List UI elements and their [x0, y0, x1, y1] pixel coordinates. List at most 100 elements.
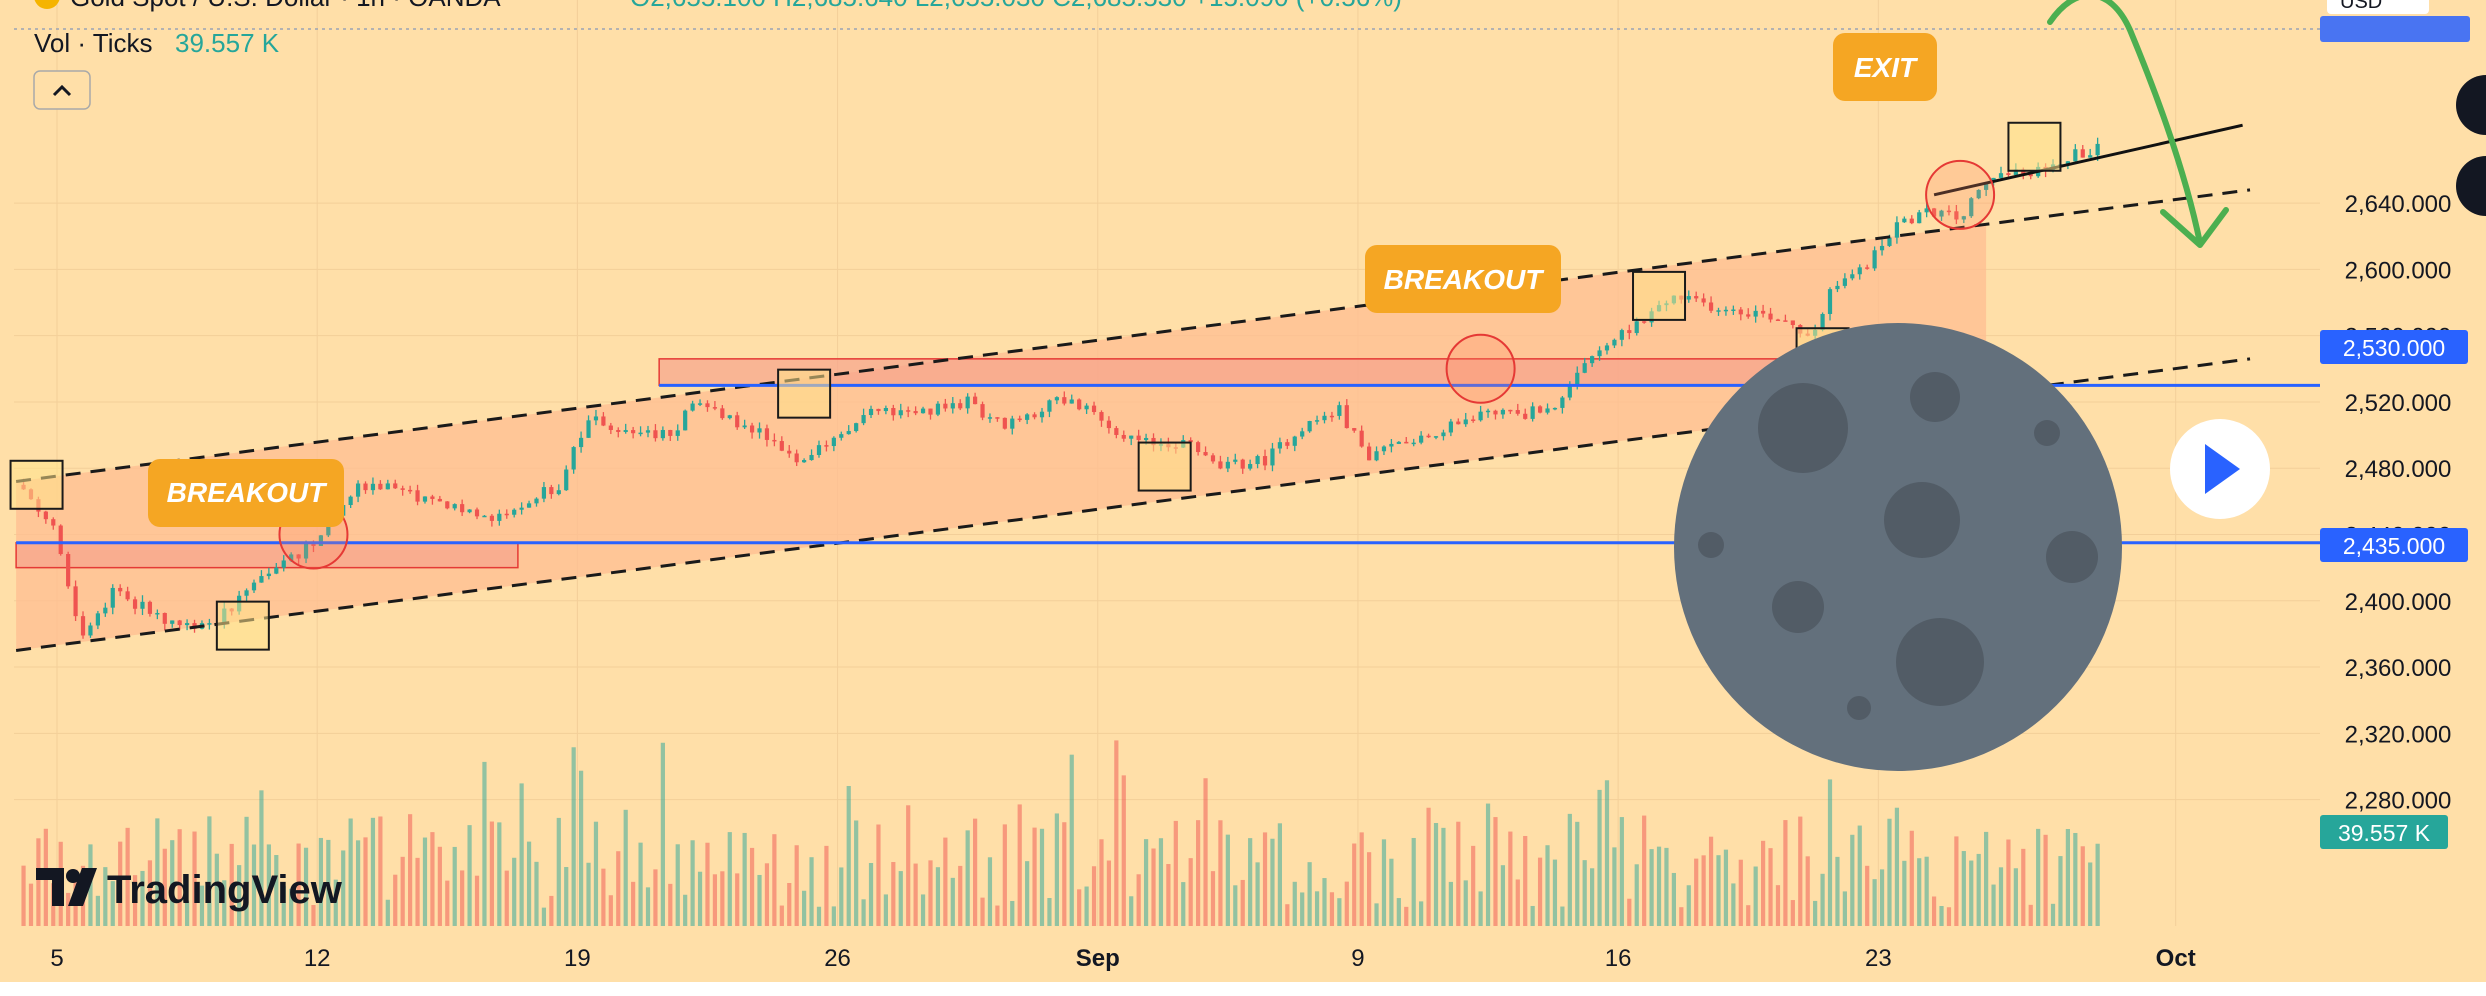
trendline[interactable]	[1933, 123, 2243, 197]
volume-bar	[668, 883, 673, 926]
volume-bar	[906, 805, 911, 926]
play-button[interactable]	[2170, 419, 2270, 519]
candle-body	[2028, 174, 2033, 177]
candle-body	[125, 591, 130, 600]
volume-bar	[623, 809, 628, 926]
candle-body	[1723, 309, 1729, 312]
volume-bar	[571, 747, 576, 926]
volume-bar	[2065, 829, 2070, 926]
volume-bar	[779, 905, 784, 926]
breakout-badge-right[interactable]: BREAKOUT	[1365, 245, 1561, 313]
candle-body	[1582, 363, 1587, 373]
volume-bar	[1359, 832, 1364, 926]
volume-bar	[1069, 754, 1074, 926]
volume-bar	[1790, 900, 1795, 926]
candle-body	[289, 554, 294, 561]
candle-body	[445, 501, 450, 509]
volume-bar	[497, 822, 502, 926]
candle-body	[274, 567, 279, 574]
channel-upper-line[interactable]	[15, 188, 2251, 483]
volume-bar	[1292, 881, 1297, 926]
volume-bar	[1835, 856, 1840, 926]
volume-bar	[363, 837, 368, 926]
candle-body	[787, 450, 792, 454]
candle-body	[1969, 198, 1974, 217]
exit-badge[interactable]: EXIT	[1833, 33, 1937, 101]
volume-axis-badge: 39.557 K	[2320, 815, 2448, 849]
candle-body	[1262, 456, 1268, 466]
side-button-top[interactable]	[2456, 75, 2486, 135]
volume-bar	[400, 856, 405, 926]
volume-bar	[1047, 898, 1052, 926]
candle-body	[1560, 397, 1565, 408]
volume-bar	[1381, 839, 1387, 926]
candle-body	[831, 437, 836, 447]
candle-body	[1359, 430, 1364, 447]
candle-body	[1456, 421, 1461, 425]
volume-bar	[2058, 856, 2063, 926]
time-tick-4: Sep	[1076, 945, 1120, 972]
volume-bar	[1939, 906, 1944, 926]
volume-bar	[809, 857, 814, 926]
chart-bottom-band	[0, 982, 2486, 996]
candle-body	[1701, 298, 1706, 303]
volume-bar	[1508, 831, 1513, 926]
candle-body	[147, 601, 153, 614]
volume-bar	[422, 837, 428, 926]
candle-body	[1017, 418, 1022, 421]
volume-bar	[1656, 846, 1662, 926]
candle-body	[1642, 321, 1647, 323]
symbol-title: Gold Spot / U.S. Dollar · 1h · OANDA	[70, 0, 501, 12]
volume-bar	[1017, 804, 1022, 926]
breakout-badge-left[interactable]: BREAKOUT	[148, 459, 344, 527]
volume-bar	[1679, 907, 1684, 926]
candle-body	[512, 509, 517, 515]
candle-body	[162, 612, 167, 624]
volume-bar	[2050, 903, 2056, 926]
volume-bar	[452, 846, 457, 926]
symbol-header[interactable]: Gold Spot / U.S. Dollar · 1h · OANDA O2,…	[34, 0, 1402, 12]
time-axis[interactable]: 5 12 19 26 Sep 9 16 23 Oct	[50, 945, 2195, 972]
candle-body	[1054, 397, 1059, 401]
volume-bar	[2095, 843, 2100, 926]
volume-bar	[1025, 861, 1030, 926]
volume-legend[interactable]: Vol · Ticks 39.557 K	[34, 28, 280, 58]
volume-bar	[482, 761, 487, 926]
candle-body	[1523, 413, 1528, 419]
volume-bar	[1329, 892, 1335, 926]
candle-body	[2095, 143, 2100, 156]
volume-bar	[2013, 868, 2018, 926]
candle-body	[497, 513, 502, 521]
candle-body	[660, 429, 665, 439]
volume-bar	[1411, 837, 1416, 926]
side-button-bottom[interactable]	[2456, 156, 2486, 216]
candle-body	[1746, 314, 1751, 317]
breakout-zone-0	[15, 542, 519, 569]
volume-bar	[980, 897, 985, 926]
volume-bar	[1248, 838, 1253, 926]
volume-bar	[757, 874, 762, 926]
volume-bar	[1114, 740, 1119, 926]
candle-body	[623, 430, 628, 432]
collapse-button[interactable]	[33, 70, 91, 110]
candle-body	[1426, 435, 1431, 438]
price-tick-1: 2,600.000	[2345, 257, 2452, 284]
candle-body	[980, 404, 985, 418]
candle-body	[1552, 407, 1558, 410]
candle-body	[824, 445, 829, 447]
ohlc-values: O2,655.100 H2,685.640 L2,655.030 C2,685.…	[630, 0, 1402, 12]
volume-bar	[66, 892, 71, 926]
candle-body	[1894, 222, 1900, 238]
volume-bar	[519, 783, 524, 926]
volume-bar	[913, 863, 918, 926]
currency-badge[interactable]: USD	[2327, 0, 2429, 14]
volume-bar	[1612, 847, 1617, 926]
candle-body	[1708, 302, 1714, 311]
volume-bar	[920, 894, 926, 926]
tradingview-logo[interactable]: TradingView	[36, 868, 343, 912]
candle-body	[1396, 441, 1401, 444]
candle-body	[251, 582, 257, 591]
volume-bar	[556, 817, 561, 926]
candle-body	[534, 498, 539, 504]
